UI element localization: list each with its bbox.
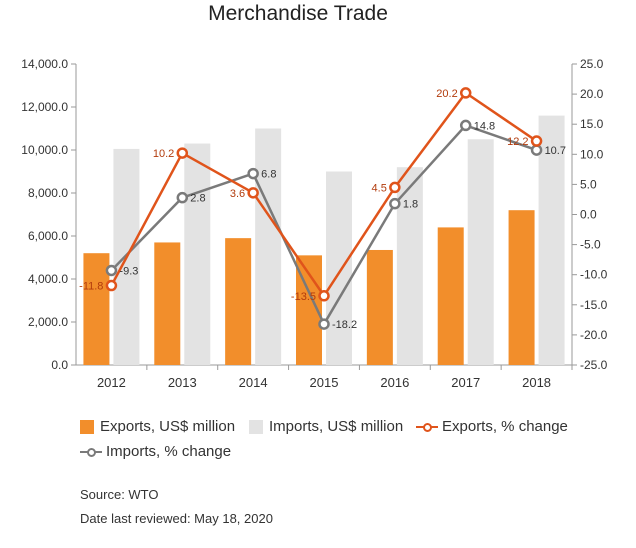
imports-change-point	[176, 191, 189, 204]
imports-change-point	[318, 318, 330, 330]
legend-exports-change-label: Exports, % change	[442, 418, 568, 435]
legend-imports-change[interactable]: Imports, % change	[80, 443, 231, 460]
legend-imports-change-icon	[80, 445, 102, 459]
right-tick-label: -10.0	[580, 268, 608, 282]
imports-change-data-label: 2.8	[190, 193, 205, 205]
left-tick-label: 2,000.0	[28, 315, 68, 329]
right-tick-label: -25.0	[580, 358, 608, 372]
imports-change-data-label: -18.2	[332, 319, 357, 331]
right-tick-label: 0.0	[580, 208, 597, 222]
right-tick-label: 10.0	[580, 147, 604, 161]
left-tick-label: 0.0	[51, 358, 68, 372]
imports-change-data-label: 10.7	[545, 145, 566, 157]
imports-change-data-label: 1.8	[403, 199, 418, 211]
imports-change-point	[530, 144, 543, 156]
imports-change-point	[389, 197, 401, 210]
exports-change-data-label: -11.8	[79, 281, 103, 293]
exports-change-data-label: 4.5	[372, 182, 387, 194]
exports-bar	[366, 249, 393, 365]
imports-bar	[467, 139, 494, 365]
exports-change-point	[459, 87, 472, 99]
reviewed-date: Date last reviewed: May 18, 2020	[80, 511, 273, 526]
x-tick-label: 2015	[310, 375, 339, 390]
exports-bar	[154, 242, 181, 365]
exports-change-point	[176, 147, 189, 159]
x-tick-label: 2013	[168, 375, 197, 390]
chart-plot: 0.0 2,000.0 4,000.0 6,000.0 8,000.0 10,000.0 1…	[21, 57, 608, 390]
imports-change-data-label: 14.8	[474, 120, 495, 132]
imports-change-point	[105, 264, 118, 277]
x-tick-label: 2012	[97, 375, 126, 390]
exports-change-point	[389, 181, 401, 194]
left-tick-label: 8,000.0	[28, 186, 68, 200]
exports-change-point	[318, 290, 330, 302]
exports-bar	[508, 210, 535, 365]
right-tick-label: 25.0	[580, 57, 604, 71]
legend-imports-label: Imports, US$ million	[269, 418, 404, 435]
exports-bar	[225, 238, 252, 365]
imports-change-data-label: -9.3	[119, 265, 138, 277]
imports-change-data-label: 6.8	[261, 169, 276, 181]
imports-change-point	[247, 167, 259, 180]
x-tick-label: 2016	[380, 375, 409, 390]
exports-bar	[83, 253, 110, 365]
exports-change-data-label: 12.2	[507, 136, 528, 148]
exports-change-point	[105, 279, 118, 292]
legend-exports-label: Exports, US$ million	[100, 418, 236, 435]
exports-change-data-label: 10.2	[153, 148, 174, 160]
legend-exports-swatch	[80, 419, 94, 434]
legend-exports-bar[interactable]: Exports, US$ million	[80, 418, 235, 435]
right-tick-label: 5.0	[580, 177, 597, 191]
exports-change-data-label: 3.6	[230, 188, 245, 200]
legend-imports-change-label: Imports, % change	[106, 443, 232, 460]
imports-change-point	[459, 119, 472, 132]
imports-bar	[255, 128, 282, 365]
imports-bar	[538, 115, 565, 365]
left-tick-label: 4,000.0	[28, 272, 68, 286]
imports-bar	[184, 143, 211, 365]
legend-imports-swatch	[249, 419, 263, 434]
x-tick-label: 2014	[239, 375, 268, 390]
left-tick-label: 12,000.0	[21, 100, 68, 114]
imports-bar	[326, 171, 352, 365]
exports-change-data-label: -13.5	[291, 291, 316, 303]
left-tick-label: 10,000.0	[21, 143, 68, 157]
x-tick-label: 2017	[451, 375, 480, 390]
legend-imports-bar[interactable]: Imports, US$ million	[249, 418, 403, 435]
source-note: Source: WTO	[80, 487, 159, 502]
right-tick-label: -15.0	[580, 298, 608, 312]
left-tick-label: 6,000.0	[28, 229, 68, 243]
exports-bar	[437, 227, 464, 365]
right-tick-label: 20.0	[580, 87, 604, 101]
imports-bar	[396, 167, 423, 365]
exports-change-point	[530, 135, 543, 147]
right-tick-label: -20.0	[580, 328, 608, 342]
left-tick-label: 14,000.0	[21, 57, 68, 71]
legend-exports-change-icon	[416, 420, 438, 434]
exports-change-point	[247, 187, 259, 199]
legend-exports-change[interactable]: Exports, % change	[416, 418, 568, 435]
right-tick-label: -5.0	[580, 238, 601, 252]
x-tick-label: 2018	[522, 375, 551, 390]
right-tick-label: 15.0	[580, 117, 604, 131]
exports-change-data-label: 20.2	[436, 88, 457, 100]
chart-title: Merchandise Trade	[208, 2, 388, 25]
